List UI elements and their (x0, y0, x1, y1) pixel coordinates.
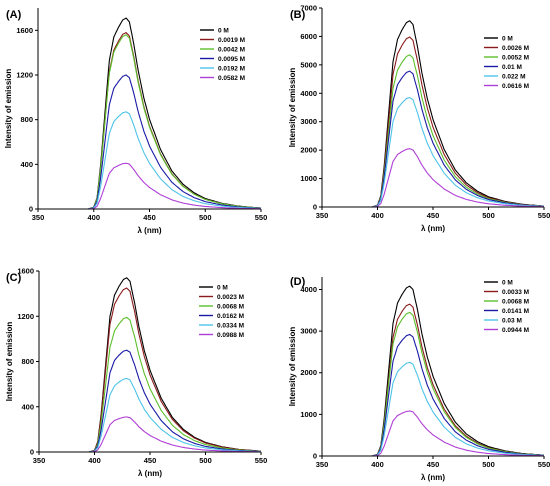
y-tick-label: 7000 (300, 4, 317, 13)
series-line (38, 162, 262, 210)
legend-entry: 0.03 M (502, 317, 522, 324)
legend-entry: 0.0033 M (502, 289, 529, 296)
series-line (322, 36, 544, 208)
legend: 0 M 0.0023 M 0.0068 M 0.0162 M 0.0334 M 0.098… (199, 284, 244, 339)
legend-entry: 0.0023 M (217, 294, 244, 301)
x-axis-title: λ (nm) (421, 224, 445, 233)
legend-entry: 0.0068 M (502, 298, 529, 305)
y-tick-label: 1000 (300, 410, 317, 419)
legend: 0 M 0.0019 M 0.0042 M 0.0095 M 0.0192 M 0.058… (200, 27, 245, 82)
x-tick-label: 450 (427, 460, 440, 469)
y-tick-label: 2000 (300, 368, 317, 377)
x-axis-title: λ (nm) (138, 469, 162, 478)
chart-panel: (C) 350 400 450 500 550 0 400 800 1200 1600 λ (nm) I… (5, 267, 267, 479)
series-line (322, 410, 544, 457)
legend-entry: 0.0019 M (218, 37, 245, 44)
x-tick-label: 550 (255, 213, 268, 222)
y-tick-label: 2000 (300, 146, 317, 155)
series-line (39, 416, 261, 453)
legend-entry: 0.022 M (502, 73, 526, 80)
series-line (322, 96, 545, 208)
y-tick-label: 4000 (300, 285, 317, 294)
x-tick-label: 500 (482, 211, 495, 220)
y-tick-label: 0 (30, 448, 34, 457)
y-tick-label: 3000 (300, 327, 317, 336)
x-tick-label: 550 (538, 211, 550, 220)
x-tick-label: 450 (427, 211, 440, 220)
y-tick-label: 400 (21, 402, 34, 411)
x-tick-label: 450 (143, 213, 156, 222)
legend-entry: 0.0334 M (217, 322, 244, 329)
x-tick-label: 400 (87, 213, 100, 222)
y-tick-label: 4000 (300, 89, 317, 98)
x-tick-label: 450 (144, 456, 157, 465)
y-tick-label: 800 (21, 357, 34, 366)
y-tick-label: 5000 (300, 60, 317, 69)
y-axis-title: Intensity of emission (288, 68, 297, 148)
x-tick-label: 400 (371, 211, 384, 220)
legend-entry: 0.0162 M (217, 313, 244, 320)
legend-entry: 0.01 M (502, 64, 522, 71)
y-tick-label: 1000 (300, 174, 317, 183)
legend-entry: 0.0095 M (218, 56, 245, 63)
x-tick-label: 500 (199, 456, 212, 465)
legend-entry: 0.0944 M (502, 327, 529, 334)
series-line (322, 148, 544, 208)
legend-entry: 0.0988 M (217, 332, 244, 339)
x-tick-label: 500 (482, 460, 495, 469)
x-tick-label: 550 (538, 460, 550, 469)
y-tick-label: 6000 (300, 32, 317, 41)
x-tick-label: 550 (255, 456, 268, 465)
y-tick-label: 3000 (300, 117, 317, 126)
y-tick-label: 800 (20, 115, 33, 124)
x-tick-label: 350 (32, 213, 45, 222)
legend: 0 M 0.0033 M 0.0068 M 0.0141 M 0.03 M 0.0944 … (484, 279, 529, 334)
legend: 0 M 0.0026 M 0.0052 M 0.01 M 0.022 M 0.0616 M (484, 35, 529, 90)
legend-entry: 0.0042 M (218, 46, 245, 53)
legend-entry: 0 M (502, 279, 513, 286)
y-tick-label: 0 (313, 452, 317, 461)
y-axis-title: Intensity of emission (5, 322, 14, 402)
legend-entry: 0.0616 M (502, 83, 529, 90)
legend-entry: 0.0582 M (218, 75, 245, 82)
legend-entry: 0 M (218, 27, 229, 34)
legend-entry: 0.0052 M (502, 54, 529, 61)
legend-entry: 0.0068 M (217, 303, 244, 310)
x-axis-title: λ (nm) (138, 226, 162, 235)
x-tick-label: 350 (316, 211, 329, 220)
y-tick-label: 0 (29, 205, 33, 214)
panel-label: (C) (6, 272, 22, 284)
y-tick-label: 1200 (17, 312, 34, 321)
y-tick-label: 1600 (17, 267, 34, 276)
y-tick-label: 0 (313, 203, 317, 212)
panel-label: (A) (6, 9, 22, 21)
x-tick-label: 500 (199, 213, 212, 222)
x-tick-label: 400 (88, 456, 101, 465)
y-tick-label: 400 (20, 160, 33, 169)
y-axis-title: Intensity of emission (288, 327, 297, 407)
y-tick-label: 1600 (16, 26, 33, 35)
series-line (38, 74, 261, 210)
x-tick-label: 350 (33, 456, 46, 465)
y-tick-label: 1200 (16, 71, 33, 80)
chart-panel: (B) 350 400 450 500 550 0 1000 2000 3000 4000 5000 6… (288, 4, 550, 234)
x-tick-label: 350 (316, 460, 329, 469)
chart-panel: (D) 350 400 450 500 550 0 1000 2000 3000 4000 λ (nm… (288, 276, 550, 482)
series-line (322, 333, 545, 457)
legend-entry: 0 M (217, 284, 228, 291)
legend-entry: 0.0141 M (502, 308, 529, 315)
x-tick-label: 400 (371, 460, 384, 469)
y-axis-title: Intensity of emission (4, 69, 13, 149)
chart-panel: (A) 350 400 450 500 550 0 400 800 1200 1600 λ (nm) I… (4, 8, 267, 235)
legend-entry: 0 M (502, 35, 513, 42)
panel-label: (B) (290, 9, 306, 21)
x-axis-title: λ (nm) (421, 473, 445, 482)
series-line (39, 349, 262, 453)
legend-entry: 0.0026 M (502, 45, 529, 52)
series-line (322, 70, 544, 208)
legend-entry: 0.0192 M (218, 65, 245, 72)
panel-label: (D) (290, 276, 306, 288)
